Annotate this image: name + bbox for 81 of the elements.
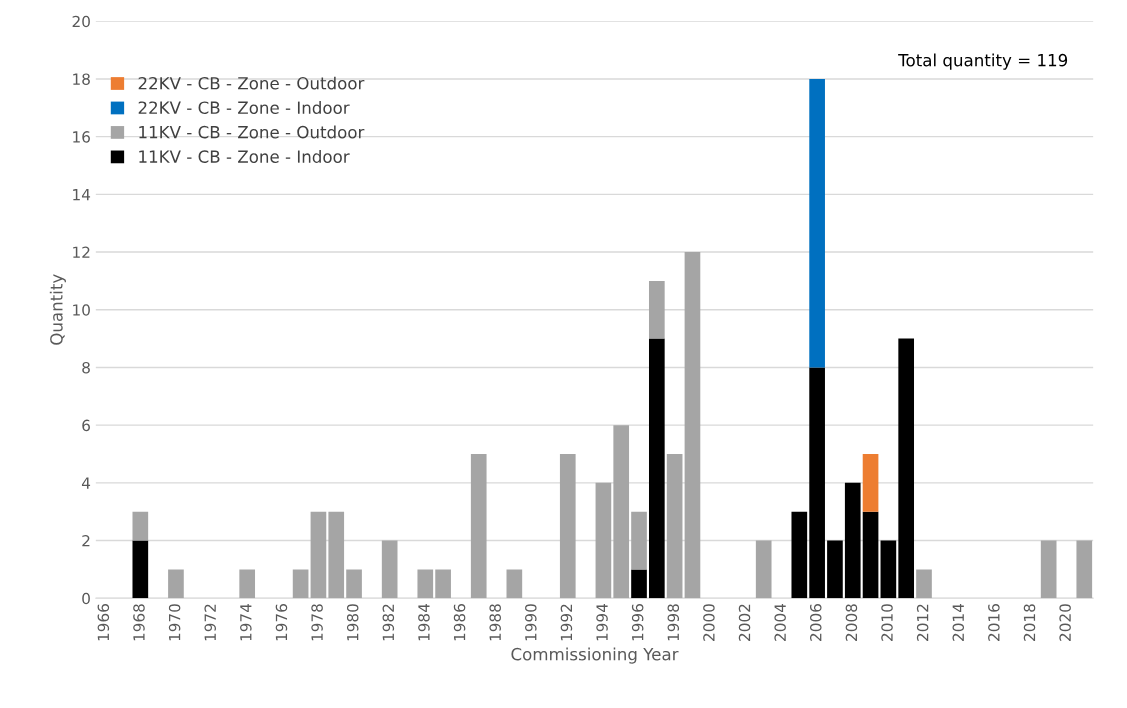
x-tick-label: 2000 [703,604,715,641]
x-tick-label: 2018 [1023,604,1036,641]
x-tick-label: 1968 [133,604,145,641]
y-tick-label: 4 [81,477,91,489]
x-tick-label: 1992 [560,604,573,641]
bar [862,454,879,512]
bar [862,511,879,599]
y-tick-label: 20 [72,15,90,28]
x-axis-title: Commissioning Year [511,647,679,664]
x-tick-label: 1978 [311,604,323,641]
x-tick-label: 1988 [489,604,501,641]
y-axis-title: Quantity [49,274,66,345]
y-tick-label: 8 [82,361,90,374]
bar [631,511,647,570]
x-tick-label: 1970 [168,604,181,641]
bar [827,540,843,599]
x-tick-label: 1972 [204,604,216,641]
bar [435,569,451,599]
bar [916,569,932,599]
bar [1040,540,1057,599]
x-tick-label: 1966 [97,604,110,641]
x-tick-label: 2010 [881,604,893,641]
bar [132,540,149,599]
x-tick-label: 1990 [525,604,537,641]
y-tick-label: 16 [73,131,90,143]
y-tick-label: 6 [82,419,90,432]
bar [809,78,825,368]
bar [809,367,825,599]
bar [684,252,701,599]
y-tick-label: 10 [73,304,90,316]
bar [844,482,861,599]
y-tick-label: 14 [73,189,91,201]
x-tick-label: 1984 [418,603,430,641]
bar [506,569,523,599]
y-tick-label: 18 [73,73,90,85]
bar [310,511,327,599]
bar [168,569,184,599]
legend-label: 11KV - CB - Zone - Indoor [139,150,350,163]
x-tick-label: 1994 [596,603,608,641]
x-tick-label: 1986 [453,604,466,641]
legend-label: 22KV - CB - Zone - Outdoor [138,76,365,90]
bar [132,511,149,541]
bar [346,569,362,599]
x-tick-label: 2004 [774,603,786,641]
bar [595,482,612,599]
y-tick-label: 2 [82,535,90,547]
bar [755,540,772,599]
bar [666,454,683,599]
x-tick-label: 2002 [738,604,751,641]
legend-label: 22KV - CB - Zone - Indoor [138,101,350,114]
x-tick-label: 1976 [275,604,288,641]
bar [328,511,345,599]
bar [613,425,630,599]
bar [880,540,897,599]
x-tick-label: 2016 [988,604,1000,641]
annotation: Total quantity = 119 [898,53,1068,70]
x-tick-label: 2012 [916,604,929,641]
y-tick-label: 12 [73,246,90,258]
bar [791,511,808,599]
bar [648,338,665,599]
bar [648,280,665,339]
x-tick-label: 1998 [667,604,680,641]
bar [631,569,647,599]
x-tick-label: 2006 [810,604,822,641]
legend-label: 11KV - CB - Zone - Outdoor [139,125,365,139]
bar [470,454,487,599]
bar [1076,540,1093,599]
bar [239,569,256,599]
x-tick-label: 1980 [346,604,359,641]
bar [381,540,398,599]
bar [292,569,309,599]
bar [417,569,434,599]
x-tick-label: 2008 [845,604,858,641]
bar [898,338,915,599]
y-tick-label: 0 [82,592,90,605]
x-tick-label: 1996 [631,604,644,641]
x-tick-label: 2014 [952,603,965,641]
bar [559,454,576,599]
x-tick-label: 2020 [1059,604,1071,641]
x-tick-label: 1982 [382,604,395,641]
x-tick-label: 1974 [240,603,252,641]
